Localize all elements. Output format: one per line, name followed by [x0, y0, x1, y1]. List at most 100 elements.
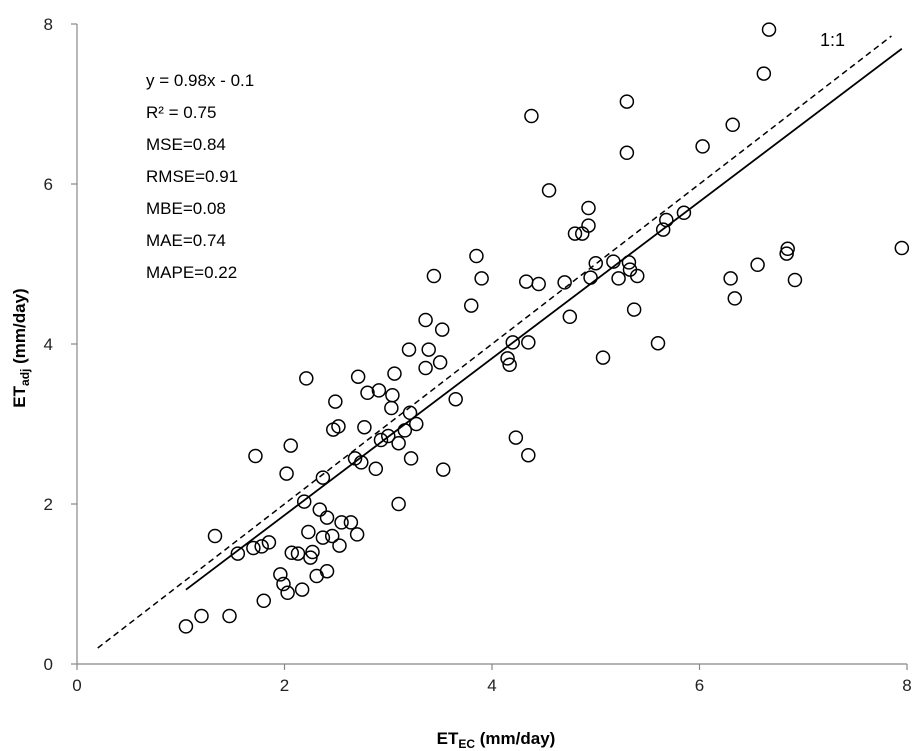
data-point: [469, 248, 484, 264]
data-point: [331, 419, 346, 434]
y-axis-title: ETadj (mm/day): [10, 288, 32, 407]
data-point: [401, 342, 417, 357]
data-point: [659, 212, 674, 228]
data-point: [630, 268, 645, 284]
stat-r-squared: R² = 0.75: [146, 103, 216, 122]
data-point: [508, 430, 524, 445]
data-point: [421, 342, 436, 357]
data-point: [222, 608, 237, 624]
data-point: [583, 270, 598, 285]
data-point: [315, 470, 331, 485]
data-point: [524, 108, 539, 124]
data-point: [432, 355, 448, 370]
data-point: [207, 528, 223, 544]
x-tick-label: 6: [695, 676, 704, 695]
data-point: [695, 139, 710, 154]
x-tick-label: 0: [72, 676, 81, 695]
data-points: [178, 22, 910, 634]
data-point: [595, 350, 611, 365]
x-tick-label: 4: [487, 676, 496, 695]
data-point: [294, 582, 310, 597]
data-point: [619, 145, 635, 161]
y-tick-label: 2: [44, 495, 53, 514]
data-point: [397, 423, 413, 438]
data-point: [301, 524, 316, 540]
fit-lines: [97, 35, 903, 649]
data-point: [332, 538, 347, 553]
data-point: [381, 428, 396, 444]
y-axis-title-unit: (mm/day): [10, 288, 29, 368]
y-tick-label: 0: [44, 655, 53, 674]
data-point: [391, 435, 406, 451]
data-point: [284, 545, 300, 561]
data-point: [230, 546, 246, 561]
data-point: [315, 530, 331, 545]
data-point: [626, 302, 642, 317]
x-axis-title-sub: EC: [458, 737, 475, 751]
data-point: [354, 455, 369, 470]
data-point: [349, 527, 365, 542]
y-tick-label: 6: [44, 175, 53, 194]
data-point: [588, 255, 603, 271]
reference-line-label: 1:1: [820, 30, 845, 50]
data-point: [296, 494, 312, 509]
x-axis-title-unit: (mm/day): [475, 729, 555, 748]
data-point: [725, 117, 740, 133]
y-tick-label: 8: [44, 15, 53, 34]
data-point: [761, 22, 777, 37]
data-point: [541, 183, 557, 198]
data-point: [894, 240, 910, 256]
data-point: [557, 275, 572, 290]
data-point: [256, 593, 271, 609]
data-point: [435, 462, 451, 477]
data-point: [464, 298, 479, 313]
data-point: [474, 271, 489, 286]
data-point: [246, 540, 261, 556]
stat-mse: MSE=0.84: [146, 135, 226, 154]
data-point: [562, 309, 578, 325]
data-point: [279, 466, 294, 481]
data-point: [319, 510, 335, 525]
data-point: [448, 391, 463, 407]
data-point: [350, 369, 366, 385]
data-point: [655, 222, 671, 237]
data-point: [299, 371, 314, 386]
data-point: [505, 335, 520, 350]
y-tick-label: 4: [44, 335, 53, 354]
y-axis-title-sub: adj: [18, 369, 32, 386]
data-point: [324, 528, 340, 544]
data-point: [611, 271, 626, 286]
x-axis-title-main: ET: [437, 729, 459, 748]
x-tick-label: 2: [280, 676, 289, 695]
data-point: [305, 544, 320, 560]
data-point: [723, 271, 738, 286]
x-tick-label: 8: [902, 676, 911, 695]
data-point: [581, 200, 596, 216]
data-point: [500, 351, 515, 366]
data-point: [384, 400, 399, 416]
data-point: [385, 387, 400, 403]
data-point: [334, 515, 349, 530]
data-point: [418, 360, 433, 376]
data-point: [178, 619, 194, 634]
linear-trend-line: [185, 48, 903, 591]
stat-mae: MAE=0.74: [146, 231, 226, 250]
data-point: [434, 322, 450, 337]
data-point: [371, 383, 387, 398]
data-point: [254, 539, 269, 554]
data-point: [273, 567, 288, 582]
data-point: [319, 563, 335, 579]
data-point: [387, 366, 402, 381]
data-point: [606, 254, 621, 269]
data-point: [402, 405, 418, 421]
data-point: [373, 432, 389, 448]
data-point: [521, 335, 536, 350]
data-point: [581, 218, 596, 233]
data-point: [280, 585, 295, 601]
data-point: [518, 274, 534, 289]
reference-line-1-to-1: [97, 35, 892, 649]
stat-mbe: MBE=0.08: [146, 199, 226, 218]
data-point: [727, 291, 743, 306]
stat-equation: y = 0.98x - 0.1: [146, 71, 254, 90]
data-point: [521, 447, 536, 463]
